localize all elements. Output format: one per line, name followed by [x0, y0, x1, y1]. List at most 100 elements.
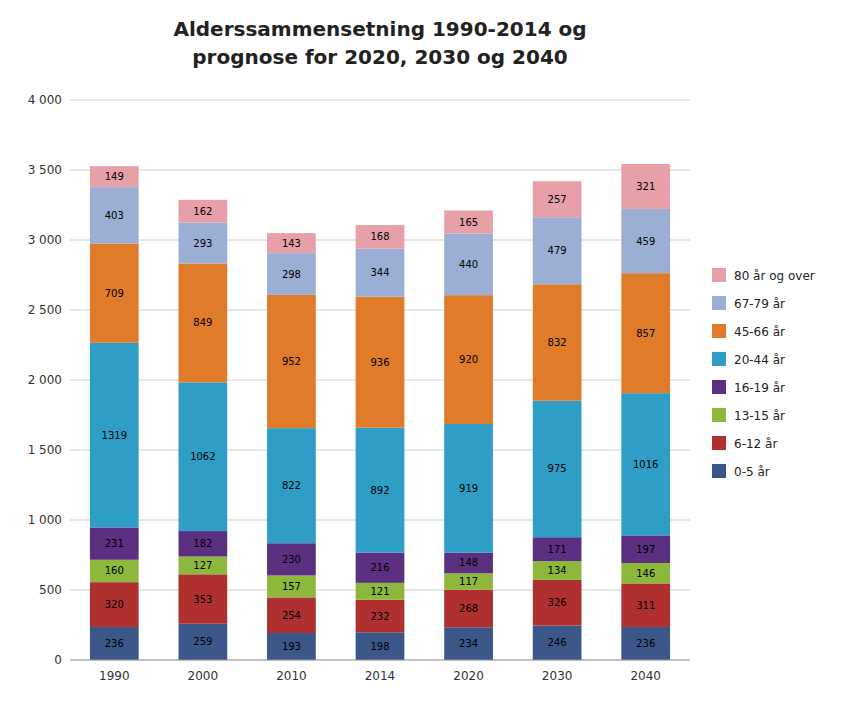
- data-label: 857: [636, 328, 655, 339]
- bar-segment: [621, 164, 670, 209]
- data-label: 127: [193, 560, 212, 571]
- legend-swatch: [712, 296, 726, 310]
- data-label: 326: [548, 597, 567, 608]
- x-axis: 1990200020102014202020302040: [70, 660, 690, 683]
- data-label: 236: [105, 638, 124, 649]
- bar-segment: [533, 561, 582, 580]
- legend: 80 år og over67-79 år45-66 år20-44 år16-…: [712, 268, 815, 479]
- bar-segment: [179, 557, 228, 575]
- grid-line: [70, 170, 690, 171]
- grid-line: [70, 100, 690, 101]
- legend-swatch: [712, 324, 726, 338]
- data-label: 952: [282, 356, 301, 367]
- bar-segment: [621, 393, 670, 535]
- bar-segment: [179, 382, 228, 531]
- data-label: 232: [370, 611, 389, 622]
- data-label: 231: [105, 538, 124, 549]
- bar-segment: [179, 624, 228, 660]
- data-label: 148: [459, 557, 478, 568]
- bar-segment: [267, 543, 316, 575]
- data-label: 246: [548, 637, 567, 648]
- bar-segment: [444, 590, 493, 628]
- data-label: 311: [636, 600, 655, 611]
- bar-segment: [179, 223, 228, 264]
- x-tick-label: 2040: [630, 669, 661, 683]
- y-tick-label: 500: [39, 583, 62, 597]
- data-label: 171: [548, 544, 567, 555]
- bar-segment: [90, 560, 139, 582]
- grid: [70, 100, 690, 660]
- bar-segment: [90, 166, 139, 187]
- data-label: 134: [548, 565, 567, 576]
- bar-segment: [533, 537, 582, 561]
- bar-segment: [356, 583, 405, 600]
- bar-segment: [179, 264, 228, 383]
- bar-segment: [356, 632, 405, 660]
- legend-label: 13-15 år: [734, 409, 785, 423]
- bar-segment: [90, 527, 139, 559]
- data-label: 344: [370, 267, 389, 278]
- data-label: 479: [548, 245, 567, 256]
- bar-segment: [179, 574, 228, 623]
- bar-segment: [356, 428, 405, 553]
- data-label: 198: [370, 641, 389, 652]
- data-label: 975: [548, 463, 567, 474]
- data-label: 822: [282, 480, 301, 491]
- legend-swatch: [712, 408, 726, 422]
- data-label: 197: [636, 544, 655, 555]
- bar-segment: [267, 295, 316, 428]
- bars: [90, 164, 670, 660]
- data-label: 849: [193, 317, 212, 328]
- x-tick-label: 2014: [365, 669, 396, 683]
- data-label: 440: [459, 259, 478, 270]
- data-label: 298: [282, 269, 301, 280]
- data-label: 182: [193, 538, 212, 549]
- bar-segment: [444, 573, 493, 589]
- bar-segment: [179, 200, 228, 223]
- bar-segment: [533, 181, 582, 217]
- legend-label: 80 år og over: [734, 269, 815, 283]
- legend-swatch: [712, 380, 726, 394]
- data-label: 293: [193, 238, 212, 249]
- bar-segment: [621, 627, 670, 660]
- data-label: 936: [370, 357, 389, 368]
- data-label: 353: [193, 594, 212, 605]
- bar-segment: [621, 209, 670, 273]
- legend-label: 45-66 år: [734, 325, 785, 339]
- x-tick-label: 2020: [453, 669, 484, 683]
- legend-label: 67-79 år: [734, 297, 785, 311]
- data-label: 1016: [633, 459, 658, 470]
- bar-segment: [356, 553, 405, 583]
- bar-segment: [356, 297, 405, 428]
- bar-segment: [90, 244, 139, 343]
- data-label: 236: [636, 638, 655, 649]
- x-tick-label: 1990: [99, 669, 130, 683]
- bar-segment: [267, 597, 316, 633]
- bar-segment: [444, 234, 493, 296]
- data-label: 832: [548, 337, 567, 348]
- bar-segment: [90, 627, 139, 660]
- bar-segment: [533, 401, 582, 537]
- legend-swatch: [712, 268, 726, 282]
- y-tick-label: 0: [54, 653, 62, 667]
- y-tick-label: 3 000: [28, 233, 62, 247]
- legend-swatch: [712, 436, 726, 450]
- bar-segment: [267, 633, 316, 660]
- data-label: 216: [370, 562, 389, 573]
- bar-segment: [356, 249, 405, 297]
- data-label: 162: [193, 206, 212, 217]
- bar-segment: [356, 600, 405, 632]
- data-label: 1062: [190, 451, 215, 462]
- bar-segment: [267, 575, 316, 597]
- data-labels: 2362591931982342462363203532542322683263…: [102, 171, 659, 652]
- data-label: 268: [459, 603, 478, 614]
- data-label: 259: [193, 636, 212, 647]
- legend-label: 16-19 år: [734, 381, 785, 395]
- bar-segment: [444, 210, 493, 233]
- bar-segment: [90, 343, 139, 528]
- bar-segment: [267, 253, 316, 295]
- data-label: 149: [105, 171, 124, 182]
- bar-segment: [267, 233, 316, 253]
- data-label: 121: [370, 586, 389, 597]
- data-label: 230: [282, 554, 301, 565]
